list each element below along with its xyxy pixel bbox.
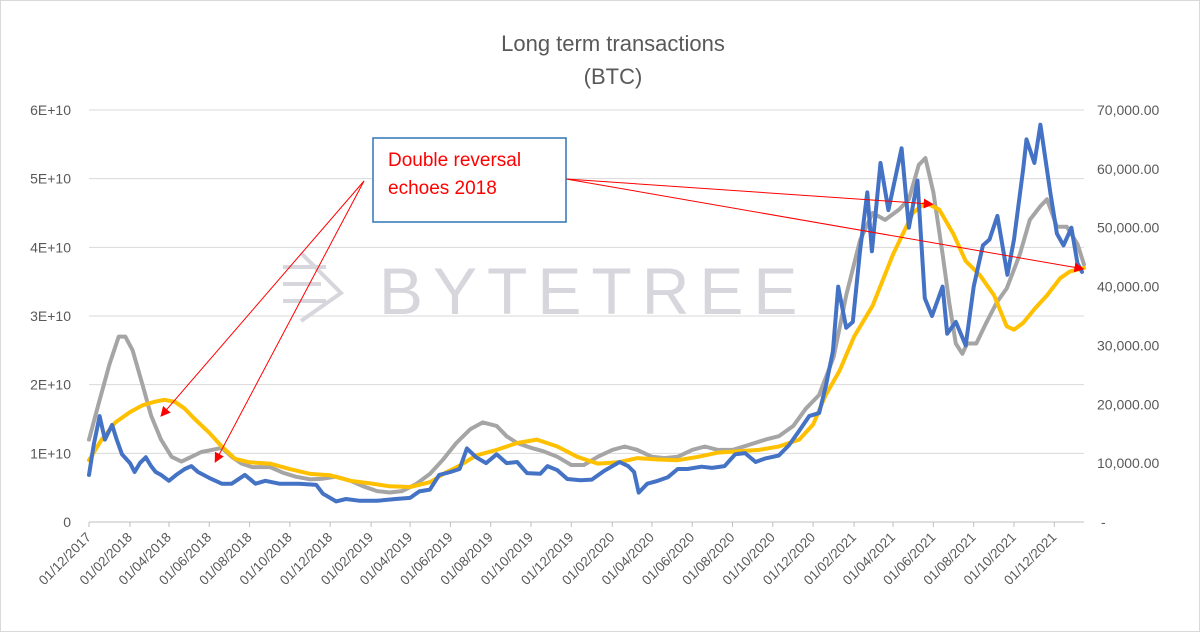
- right-tick-label: 20,000.00: [1097, 396, 1159, 412]
- series-line-1: [87, 122, 1084, 504]
- right-tick-label: 30,000.00: [1097, 337, 1159, 353]
- annotation-line-2: echoes 2018: [388, 178, 497, 199]
- left-axis-labels: 0 1E+10 2E+10 3E+10 4E+10 5E+10 6E+10: [30, 102, 71, 530]
- gridlines: [89, 109, 1084, 454]
- watermark: BYTETREE: [283, 251, 807, 328]
- annotation-box: [372, 137, 567, 223]
- chart-subtitle: (BTC): [584, 64, 643, 89]
- left-tick-label: 4E+10: [30, 239, 71, 255]
- left-tick-label: 3E+10: [30, 308, 71, 324]
- annotation-callout: Double reversal echoes 2018: [372, 137, 567, 223]
- annotation-arrow: [214, 180, 365, 463]
- annotation-arrow: [160, 180, 365, 417]
- left-tick-label: 0: [63, 514, 71, 530]
- annotation-arrow: [565, 178, 934, 209]
- right-tick-label: 10,000.00: [1097, 455, 1159, 471]
- left-tick-label: 5E+10: [30, 171, 71, 187]
- right-tick-label: 50,000.00: [1097, 220, 1159, 236]
- x-axis: 01/12/201701/02/201801/04/201801/06/2018…: [36, 521, 1084, 588]
- watermark-text: BYTETREE: [379, 254, 807, 328]
- right-tick-label: 70,000.00: [1097, 102, 1159, 118]
- annotation-arrows: [160, 178, 1085, 463]
- series-lines: [87, 122, 1086, 504]
- right-axis-labels: - 10,000.00 20,000.00 30,000.00 40,000.00 50,…: [1097, 102, 1159, 530]
- right-tick-label: 60,000.00: [1097, 161, 1159, 177]
- annotation-line-1: Double reversal: [388, 150, 521, 171]
- right-tick-label: 40,000.00: [1097, 279, 1159, 295]
- right-tick-label: -: [1101, 514, 1106, 530]
- left-tick-label: 1E+10: [30, 445, 71, 461]
- chart-title: Long term transactions: [501, 31, 725, 56]
- left-tick-label: 6E+10: [30, 102, 71, 118]
- annotation-arrow: [565, 178, 1085, 273]
- bytetree-logo-icon: [283, 251, 345, 323]
- left-tick-label: 2E+10: [30, 377, 71, 393]
- series-line-3: [87, 200, 1086, 489]
